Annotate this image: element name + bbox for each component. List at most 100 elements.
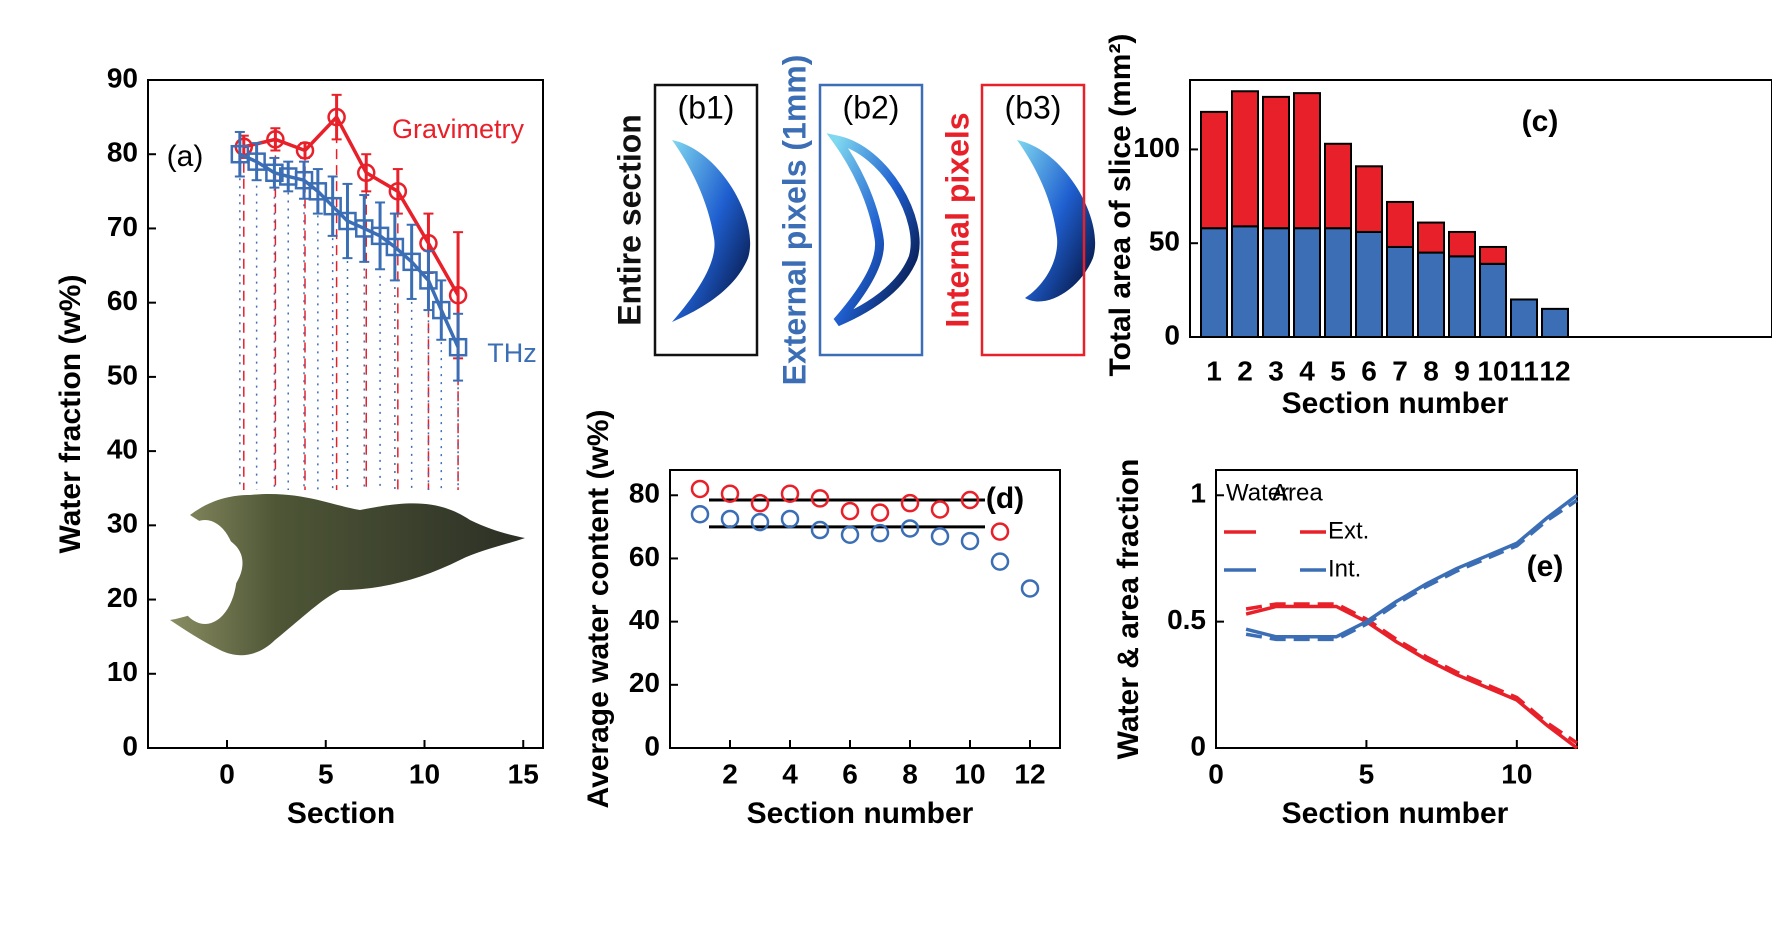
point xyxy=(930,500,950,519)
x-tick-label: 12 xyxy=(1539,355,1570,386)
y-tick-label: 60 xyxy=(629,541,660,572)
x-tick-label: 0 xyxy=(219,758,235,789)
y-tick-label: 100 xyxy=(1133,132,1180,163)
marker xyxy=(448,337,468,357)
bar-segment xyxy=(1479,262,1507,338)
x-tick-label: 5 xyxy=(1330,355,1346,386)
x-tick-label: 12 xyxy=(1014,758,1045,789)
series-line xyxy=(243,114,460,297)
x-tick-label: 5 xyxy=(1359,758,1375,789)
marker xyxy=(247,152,266,171)
bar-segment xyxy=(1355,165,1383,233)
bar-segment xyxy=(1386,200,1414,248)
marker xyxy=(402,252,421,272)
point xyxy=(810,520,830,540)
point xyxy=(990,522,1010,541)
x-tick-label: 10 xyxy=(1477,355,1508,386)
point xyxy=(720,484,740,503)
point xyxy=(780,509,800,529)
x-tick-label: 2 xyxy=(722,758,738,789)
marker xyxy=(265,163,284,183)
bar-segment xyxy=(1417,221,1445,254)
x-tick-label: 9 xyxy=(1454,355,1470,386)
x-tick-label: 6 xyxy=(1361,355,1377,386)
x-tick-label: 3 xyxy=(1268,355,1284,386)
marker xyxy=(308,182,328,201)
bar-segment xyxy=(1448,230,1476,258)
legend-label: Int. xyxy=(1328,555,1361,582)
x-axis-label: Section number xyxy=(747,797,974,830)
point xyxy=(690,504,710,524)
bar-segment xyxy=(1479,245,1507,265)
y-tick-label: 80 xyxy=(107,137,138,168)
point xyxy=(840,525,860,545)
crescent-image xyxy=(826,133,920,327)
legend-label: Area xyxy=(1272,479,1323,506)
image-frame xyxy=(818,83,924,357)
image-title: External pixels (1mm) xyxy=(776,55,812,386)
bar-segment xyxy=(1200,227,1228,338)
y-tick-label: 1 xyxy=(1190,478,1206,509)
x-tick-label: 6 xyxy=(842,758,858,789)
panel-label: (a) xyxy=(167,140,204,173)
series-label: THz xyxy=(487,338,537,368)
legend-label: Ext. xyxy=(1328,517,1369,544)
leaf-notch xyxy=(173,520,237,624)
point xyxy=(840,501,860,521)
y-tick-label: 50 xyxy=(107,359,138,390)
bar-segment xyxy=(1293,92,1321,230)
x-tick-label: 0 xyxy=(1208,758,1224,789)
bar-segment xyxy=(1417,251,1445,338)
marker xyxy=(327,107,346,127)
marker xyxy=(388,182,408,201)
y-tick-label: 30 xyxy=(107,508,138,539)
x-tick-label: 4 xyxy=(1299,355,1315,386)
bar-segment xyxy=(1262,95,1290,230)
panel-label: (d) xyxy=(986,482,1024,515)
bar-segment xyxy=(1262,227,1290,338)
point xyxy=(900,519,920,538)
point xyxy=(750,512,770,532)
image-frame xyxy=(653,83,759,357)
bar-segment xyxy=(1541,307,1569,339)
marker xyxy=(294,170,314,190)
y-tick-label: 10 xyxy=(107,656,138,687)
point xyxy=(870,523,890,543)
legend-label: Water xyxy=(1226,479,1289,506)
x-axis-label: Section xyxy=(287,797,395,830)
image-label: (b3) xyxy=(1005,89,1062,125)
point xyxy=(720,509,740,529)
marker xyxy=(370,226,390,246)
marker xyxy=(432,300,451,320)
bar-segment xyxy=(1324,227,1352,338)
x-tick-label: 15 xyxy=(508,758,539,789)
image-title: Internal pixels xyxy=(939,112,975,327)
marker xyxy=(323,196,342,216)
y-tick-label: 20 xyxy=(107,582,138,613)
y-tick-label: 60 xyxy=(107,285,138,316)
crescent-image xyxy=(1017,140,1096,302)
panel-label: (c) xyxy=(1522,105,1559,138)
x-tick-label: 10 xyxy=(954,758,985,789)
point xyxy=(870,503,890,522)
bar-segment xyxy=(1200,110,1228,230)
bar-segment xyxy=(1355,230,1383,338)
bar-segment xyxy=(1324,142,1352,230)
image-label: (b2) xyxy=(843,89,900,125)
point xyxy=(780,484,800,503)
marker xyxy=(448,285,468,305)
y-tick-label: 0.5 xyxy=(1167,604,1206,635)
panel-label: (e) xyxy=(1527,550,1564,583)
point xyxy=(810,489,830,508)
image-label: (b1) xyxy=(678,89,735,125)
y-axis-label: Water & area fraction xyxy=(1112,459,1145,760)
bar-segment xyxy=(1448,255,1476,338)
marker xyxy=(295,141,315,160)
y-axis-label: Water fraction (w%) xyxy=(54,275,87,554)
plot-frame xyxy=(147,79,544,749)
bar-segment xyxy=(1231,90,1259,228)
point xyxy=(750,493,770,513)
series-line xyxy=(1245,498,1578,642)
